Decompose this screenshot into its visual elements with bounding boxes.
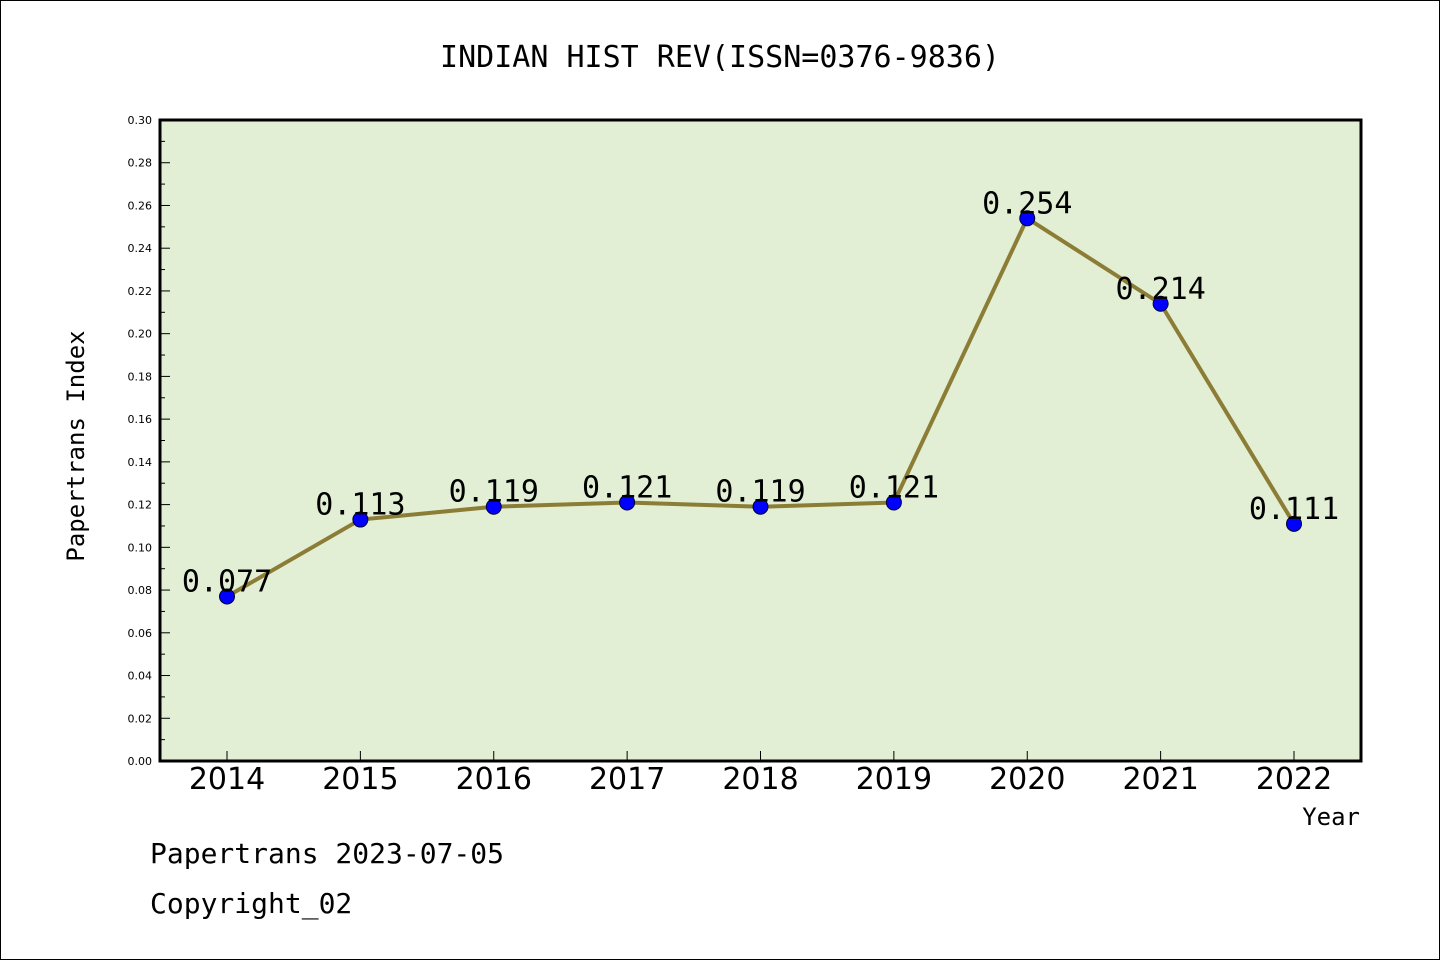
x-axis-label: Year: [1302, 803, 1360, 831]
y-tick-label: 0.24: [128, 242, 153, 255]
y-tick-label: 0.20: [128, 328, 153, 341]
x-tick-label: 2015: [322, 762, 398, 797]
y-tick-label: 0.02: [128, 712, 153, 725]
x-tick-label: 2016: [456, 762, 532, 797]
data-point: [752, 498, 769, 515]
footer-date: Papertrans 2023-07-05: [150, 837, 504, 870]
series-group: 0.077 0.113 0.119 0.121 0.119 0.121 0.254 0.214…: [182, 186, 1339, 605]
x-tick-label: 2022: [1256, 762, 1332, 797]
data-label: 0.214: [1115, 272, 1205, 307]
data-point: [1152, 295, 1169, 312]
data-label: 0.254: [982, 186, 1072, 221]
y-tick-label: 0.14: [128, 456, 153, 469]
data-point: [1286, 515, 1302, 532]
y-axis-label: Papertrans Index: [62, 330, 90, 561]
data-label: 0.077: [182, 564, 272, 599]
data-label: 0.121: [582, 470, 672, 505]
y-tick-label: 0.08: [128, 584, 153, 597]
y-tick-label: 0.28: [128, 157, 153, 170]
x-axis: 2014 2015 2016 2017 2018 2019 2020 2021 2022: [189, 751, 1332, 797]
y-axis: 0.00 0.02 0.04 0.06 0.08 0.10 0.12 0.14 0.16 0.18…: [128, 114, 170, 768]
data-label: 0.119: [449, 475, 539, 510]
plot-area: [158, 118, 1363, 763]
data-point: [1019, 210, 1036, 227]
data-label: 0.113: [315, 488, 405, 523]
y-tick-label: 0.26: [128, 199, 153, 212]
y-tick-label: 0.10: [128, 541, 153, 554]
x-tick-label: 2014: [189, 762, 265, 797]
y-tick-label: 0.06: [128, 627, 153, 640]
data-point: [619, 494, 636, 511]
x-tick-label: 2018: [722, 762, 798, 797]
data-point: [352, 511, 369, 528]
y-tick-label: 0.30: [128, 114, 153, 127]
data-label: 0.119: [715, 475, 805, 510]
y-tick-label: 0.16: [128, 413, 153, 426]
x-tick-label: 2021: [1122, 762, 1198, 797]
x-tick-label: 2017: [589, 762, 665, 797]
y-tick-label: 0.04: [128, 670, 153, 683]
y-tick-label: 0.18: [128, 370, 153, 383]
data-point: [885, 494, 902, 511]
y-tick-label: 0.22: [128, 285, 153, 298]
data-point: [219, 588, 235, 605]
data-label: 0.111: [1249, 492, 1339, 527]
data-label: 0.121: [849, 470, 939, 505]
data-point: [485, 498, 502, 515]
y-tick-label: 0.00: [128, 755, 153, 768]
x-tick-label: 2020: [989, 762, 1065, 797]
y-tick-label: 0.12: [128, 499, 153, 512]
footer-copyright: Copyright_02: [150, 887, 352, 921]
x-tick-label: 2019: [856, 762, 932, 797]
chart-title: INDIAN HIST REV(ISSN=0376-9836): [440, 40, 1000, 75]
